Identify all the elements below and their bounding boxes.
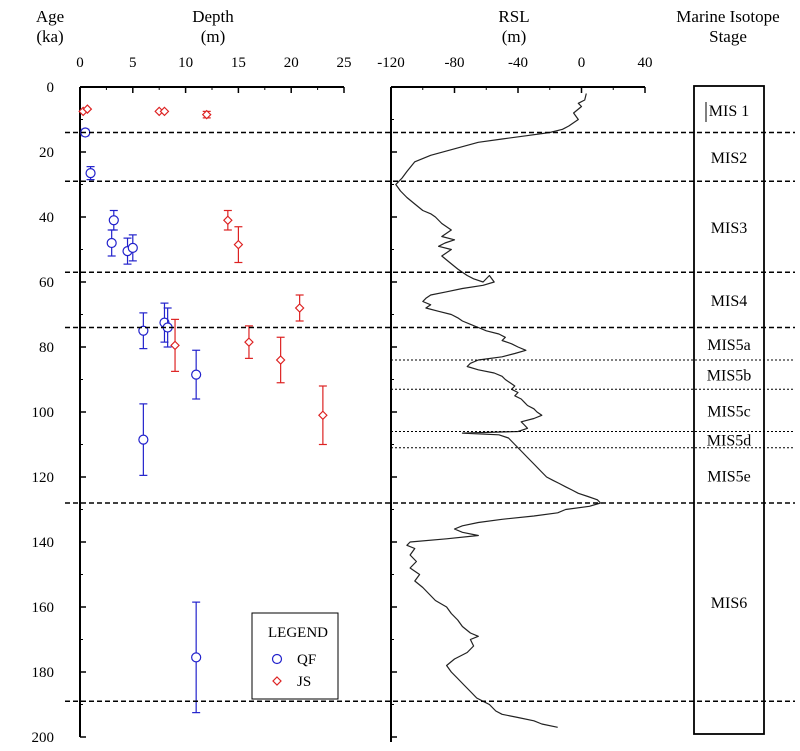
data-point-js [275, 336, 286, 384]
y-axis-title-line2: (ka) [36, 27, 63, 46]
marker-circle [191, 369, 202, 380]
marker-circle [191, 652, 202, 663]
depth-panel: 0 20 40 60 80 100 120 140 160 180 200 0 5 10 15 20 25 [32, 55, 352, 746]
depth-x-tick-label: 25 [337, 55, 352, 71]
marker-circle [127, 242, 138, 253]
data-point-qf [106, 229, 117, 257]
data-point-qf [138, 403, 149, 476]
y-tick-label: 20 [39, 145, 54, 161]
stage-panel: MIS 1 MIS2 MIS3 MIS4 MIS5a MIS5b MIS5c MIS5d MIS… [693, 85, 765, 735]
stage-label: MIS3 [711, 220, 747, 237]
data-point-js [294, 294, 305, 322]
depth-x-tick-label: 20 [284, 55, 299, 71]
depth-axis-title-line1: Depth [192, 7, 234, 26]
rsl-curve [395, 93, 602, 728]
rsl-axis-title: RSL (m) [498, 7, 529, 46]
y-tick-label: 40 [39, 210, 54, 226]
depth-axis-title-line2: (m) [201, 27, 226, 46]
marker-diamond [244, 337, 254, 347]
rsl-x-tick-label: -120 [377, 55, 405, 71]
depth-x-tick-label: 5 [129, 55, 137, 71]
y-tick-label: 200 [32, 730, 55, 746]
marker-diamond [170, 340, 180, 351]
legend-box [251, 612, 339, 700]
y-axis-title: Age (ka) [36, 7, 64, 46]
data-point-js [233, 226, 244, 264]
rsl-x-tick-label: -40 [508, 55, 528, 71]
marker-diamond [275, 355, 286, 365]
marker-circle [138, 434, 149, 445]
legend-js-marker [272, 676, 282, 686]
marker-circle [106, 237, 117, 249]
y-tick-label: 140 [32, 535, 55, 551]
data-point-qf [85, 166, 96, 181]
data-point-js [201, 109, 212, 120]
marker-diamond [159, 106, 170, 117]
legend: LEGEND QF JS [251, 612, 339, 700]
marker-diamond [233, 239, 244, 250]
marker-diamond [294, 303, 305, 313]
rsl-axis-title-line2: (m) [502, 27, 527, 46]
legend-title: LEGEND [268, 625, 328, 641]
stage-label: MIS5e [707, 468, 751, 485]
rsl-axis-title-line1: RSL [498, 7, 529, 26]
rsl-x-tick-label: 0 [578, 55, 586, 71]
data-point-qf [162, 307, 173, 348]
depth-axis-title: Depth (m) [192, 7, 234, 46]
data-point-qf [80, 127, 91, 138]
stage-label: MIS5d [707, 433, 751, 450]
y-tick-label: 180 [32, 665, 55, 681]
data-point-js [318, 385, 328, 446]
data-point-qf [191, 349, 202, 400]
stage-column-title-line1: Marine Isotope [676, 7, 779, 26]
data-point-qf [191, 601, 202, 714]
marker-circle [108, 215, 119, 226]
legend-js-label: JS [297, 674, 311, 690]
marker-diamond [82, 104, 93, 114]
stage-column-title-line2: Stage [709, 27, 747, 46]
stage-label: MIS4 [711, 293, 747, 310]
depth-x-tick-label: 15 [231, 55, 246, 71]
data-point-js [222, 209, 233, 231]
y-tick-label: 120 [32, 470, 55, 486]
y-tick-label: 80 [39, 340, 54, 356]
stage-column-title: Marine Isotope Stage [676, 7, 779, 46]
stage-label: MIS5a [707, 337, 751, 354]
y-tick-label: 160 [32, 600, 55, 616]
data-point-js [159, 106, 170, 117]
marker-diamond [201, 109, 212, 120]
data-point-js [82, 104, 93, 114]
stage-box [693, 85, 765, 735]
depth-x-tick-label: 0 [76, 55, 84, 71]
data-point-qf [127, 234, 138, 262]
marker-diamond [222, 215, 233, 226]
y-tick-label: 100 [32, 405, 55, 421]
data-point-js [244, 325, 254, 359]
data-point-qf [138, 312, 149, 350]
stage-label: MIS 1 [709, 103, 749, 120]
y-tick-label: 0 [47, 80, 55, 96]
marker-diamond [318, 410, 328, 421]
legend-qf-marker [271, 653, 283, 665]
marker-circle [85, 168, 96, 179]
marker-circle [138, 325, 149, 336]
data-point-qf [108, 209, 119, 231]
y-tick-label: 60 [39, 275, 54, 291]
rsl-panel: -120 -80 -40 0 40 [377, 55, 653, 742]
stage-label: MIS5b [707, 368, 751, 385]
depth-x-tick-label: 10 [178, 55, 193, 71]
stage-label: MIS5c [707, 403, 751, 420]
rsl-x-tick-label: 40 [638, 55, 653, 71]
stage-label: MIS2 [711, 150, 747, 167]
y-axis-title-line1: Age [36, 7, 64, 26]
stage-label: MIS6 [711, 595, 747, 612]
legend-qf-label: QF [297, 652, 316, 668]
rsl-x-tick-label: -80 [445, 55, 465, 71]
stage-boundaries [65, 131, 795, 703]
data-point-js [170, 318, 180, 372]
